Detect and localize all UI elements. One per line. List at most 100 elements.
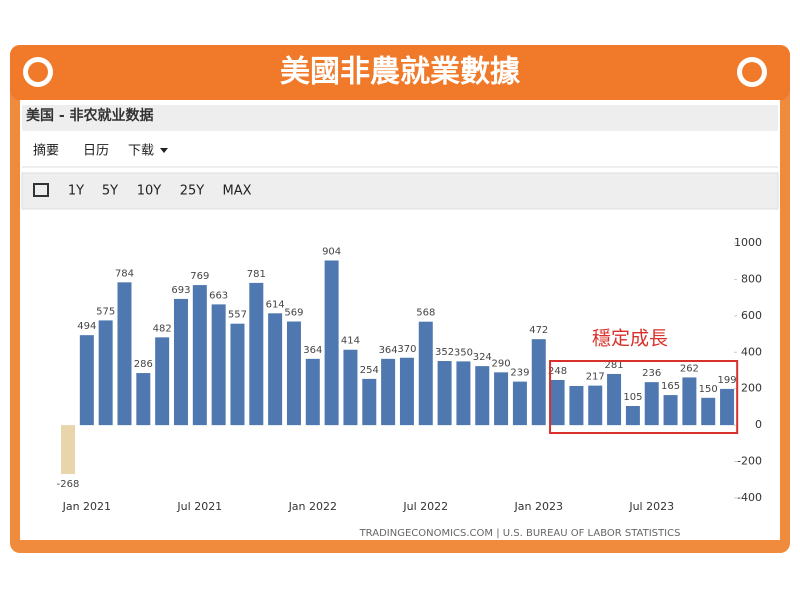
bar (494, 372, 509, 426)
data-label: 350 (454, 347, 473, 358)
x-tick-label: Jul 2023 (628, 500, 674, 513)
data-label: 575 (96, 306, 115, 317)
toolbar (21, 172, 779, 210)
table-icon[interactable] (33, 183, 49, 197)
bar (437, 361, 452, 426)
bar (173, 298, 188, 426)
data-label: -268 (57, 479, 80, 490)
bar (61, 425, 75, 474)
dropdown-arrow[interactable] (160, 148, 168, 153)
data-label: 364 (379, 345, 398, 356)
bar (625, 406, 640, 426)
bar (588, 385, 603, 426)
y-tick-label: -200 (737, 455, 762, 468)
bar (475, 366, 490, 426)
data-label: 286 (134, 359, 153, 370)
bar (531, 339, 546, 426)
data-label: 472 (529, 325, 548, 336)
bar (79, 335, 94, 426)
data-label: 199 (718, 375, 737, 386)
bar (512, 381, 527, 426)
data-label: 150 (699, 384, 718, 395)
bar (456, 361, 471, 426)
tab[interactable]: 摘要 (33, 143, 59, 159)
panel-title: 美国 - 非农就业数据 (26, 107, 154, 124)
annotation: 穩定成長 (592, 328, 668, 350)
bar (155, 337, 170, 426)
data-label: 239 (510, 368, 529, 379)
x-tick-label: Jul 2022 (402, 500, 448, 513)
data-label: 262 (680, 363, 699, 374)
data-label: 494 (77, 321, 96, 332)
toolbar-button[interactable]: 1Y (68, 184, 84, 199)
toolbar-button[interactable]: 5Y (102, 184, 118, 199)
y-tick-label: 400 (741, 345, 762, 358)
tab[interactable]: 下载 (128, 144, 154, 159)
bar (324, 260, 339, 426)
data-label: 290 (492, 358, 511, 369)
bar (98, 320, 113, 426)
bar (192, 285, 207, 426)
data-label: 236 (642, 368, 661, 379)
data-label: 165 (661, 381, 680, 392)
bar (362, 378, 377, 426)
y-tick-label: 0 (755, 418, 762, 431)
source: TRADINGECONOMICS.COM | U.S. BUREAU OF LA… (359, 528, 681, 539)
y-tick-label: 200 (741, 382, 762, 395)
bar (117, 282, 132, 426)
bar (550, 379, 565, 426)
bar (701, 397, 716, 426)
data-label: 781 (247, 269, 266, 280)
bar (569, 385, 584, 426)
bar (418, 321, 433, 426)
highlight-box (549, 360, 739, 434)
data-label: 105 (623, 392, 642, 403)
data-label: 254 (360, 365, 379, 376)
data-label: 248 (548, 366, 567, 377)
bar (211, 304, 226, 426)
x-tick-label: Jan 2023 (514, 500, 563, 513)
data-label: 784 (115, 268, 134, 279)
bar (720, 388, 735, 426)
toolbar-button[interactable]: 10Y (137, 184, 162, 199)
data-label: 568 (416, 308, 435, 319)
bar (644, 382, 659, 426)
bar (607, 373, 622, 426)
data-label: 693 (171, 285, 190, 296)
x-tick-label: Jan 2021 (62, 500, 111, 513)
bar (381, 358, 396, 426)
x-tick-label: Jan 2022 (288, 500, 337, 513)
data-label: 482 (153, 323, 172, 334)
toolbar-button[interactable]: MAX (222, 184, 251, 199)
bar (249, 282, 264, 426)
data-label: 614 (266, 299, 285, 310)
data-label: 663 (209, 290, 228, 301)
data-label: 569 (284, 308, 303, 319)
x-tick-label: Jul 2021 (176, 500, 222, 513)
bar (136, 373, 151, 426)
bar (268, 313, 283, 426)
y-tick-label: 1000 (734, 236, 762, 249)
tab[interactable]: 日历 (83, 144, 109, 159)
panel-header (22, 105, 778, 131)
bar (399, 357, 414, 426)
bar (682, 377, 697, 426)
y-tick-label: 600 (741, 309, 762, 322)
data-label: 217 (586, 372, 605, 383)
bar (230, 323, 245, 426)
data-label: 557 (228, 310, 247, 321)
bar (663, 395, 678, 426)
y-tick-label: 800 (741, 272, 762, 285)
data-label: 904 (322, 246, 341, 257)
banner-dot (742, 62, 762, 82)
banner-dot (28, 62, 48, 82)
panel (20, 100, 780, 540)
data-label: 370 (397, 344, 416, 355)
data-label: 352 (435, 347, 454, 358)
data-label: 364 (303, 345, 322, 356)
bar (343, 349, 358, 426)
data-label: 769 (190, 271, 209, 282)
y-tick-label: -400 (737, 491, 762, 504)
toolbar-button[interactable]: 25Y (180, 184, 205, 199)
